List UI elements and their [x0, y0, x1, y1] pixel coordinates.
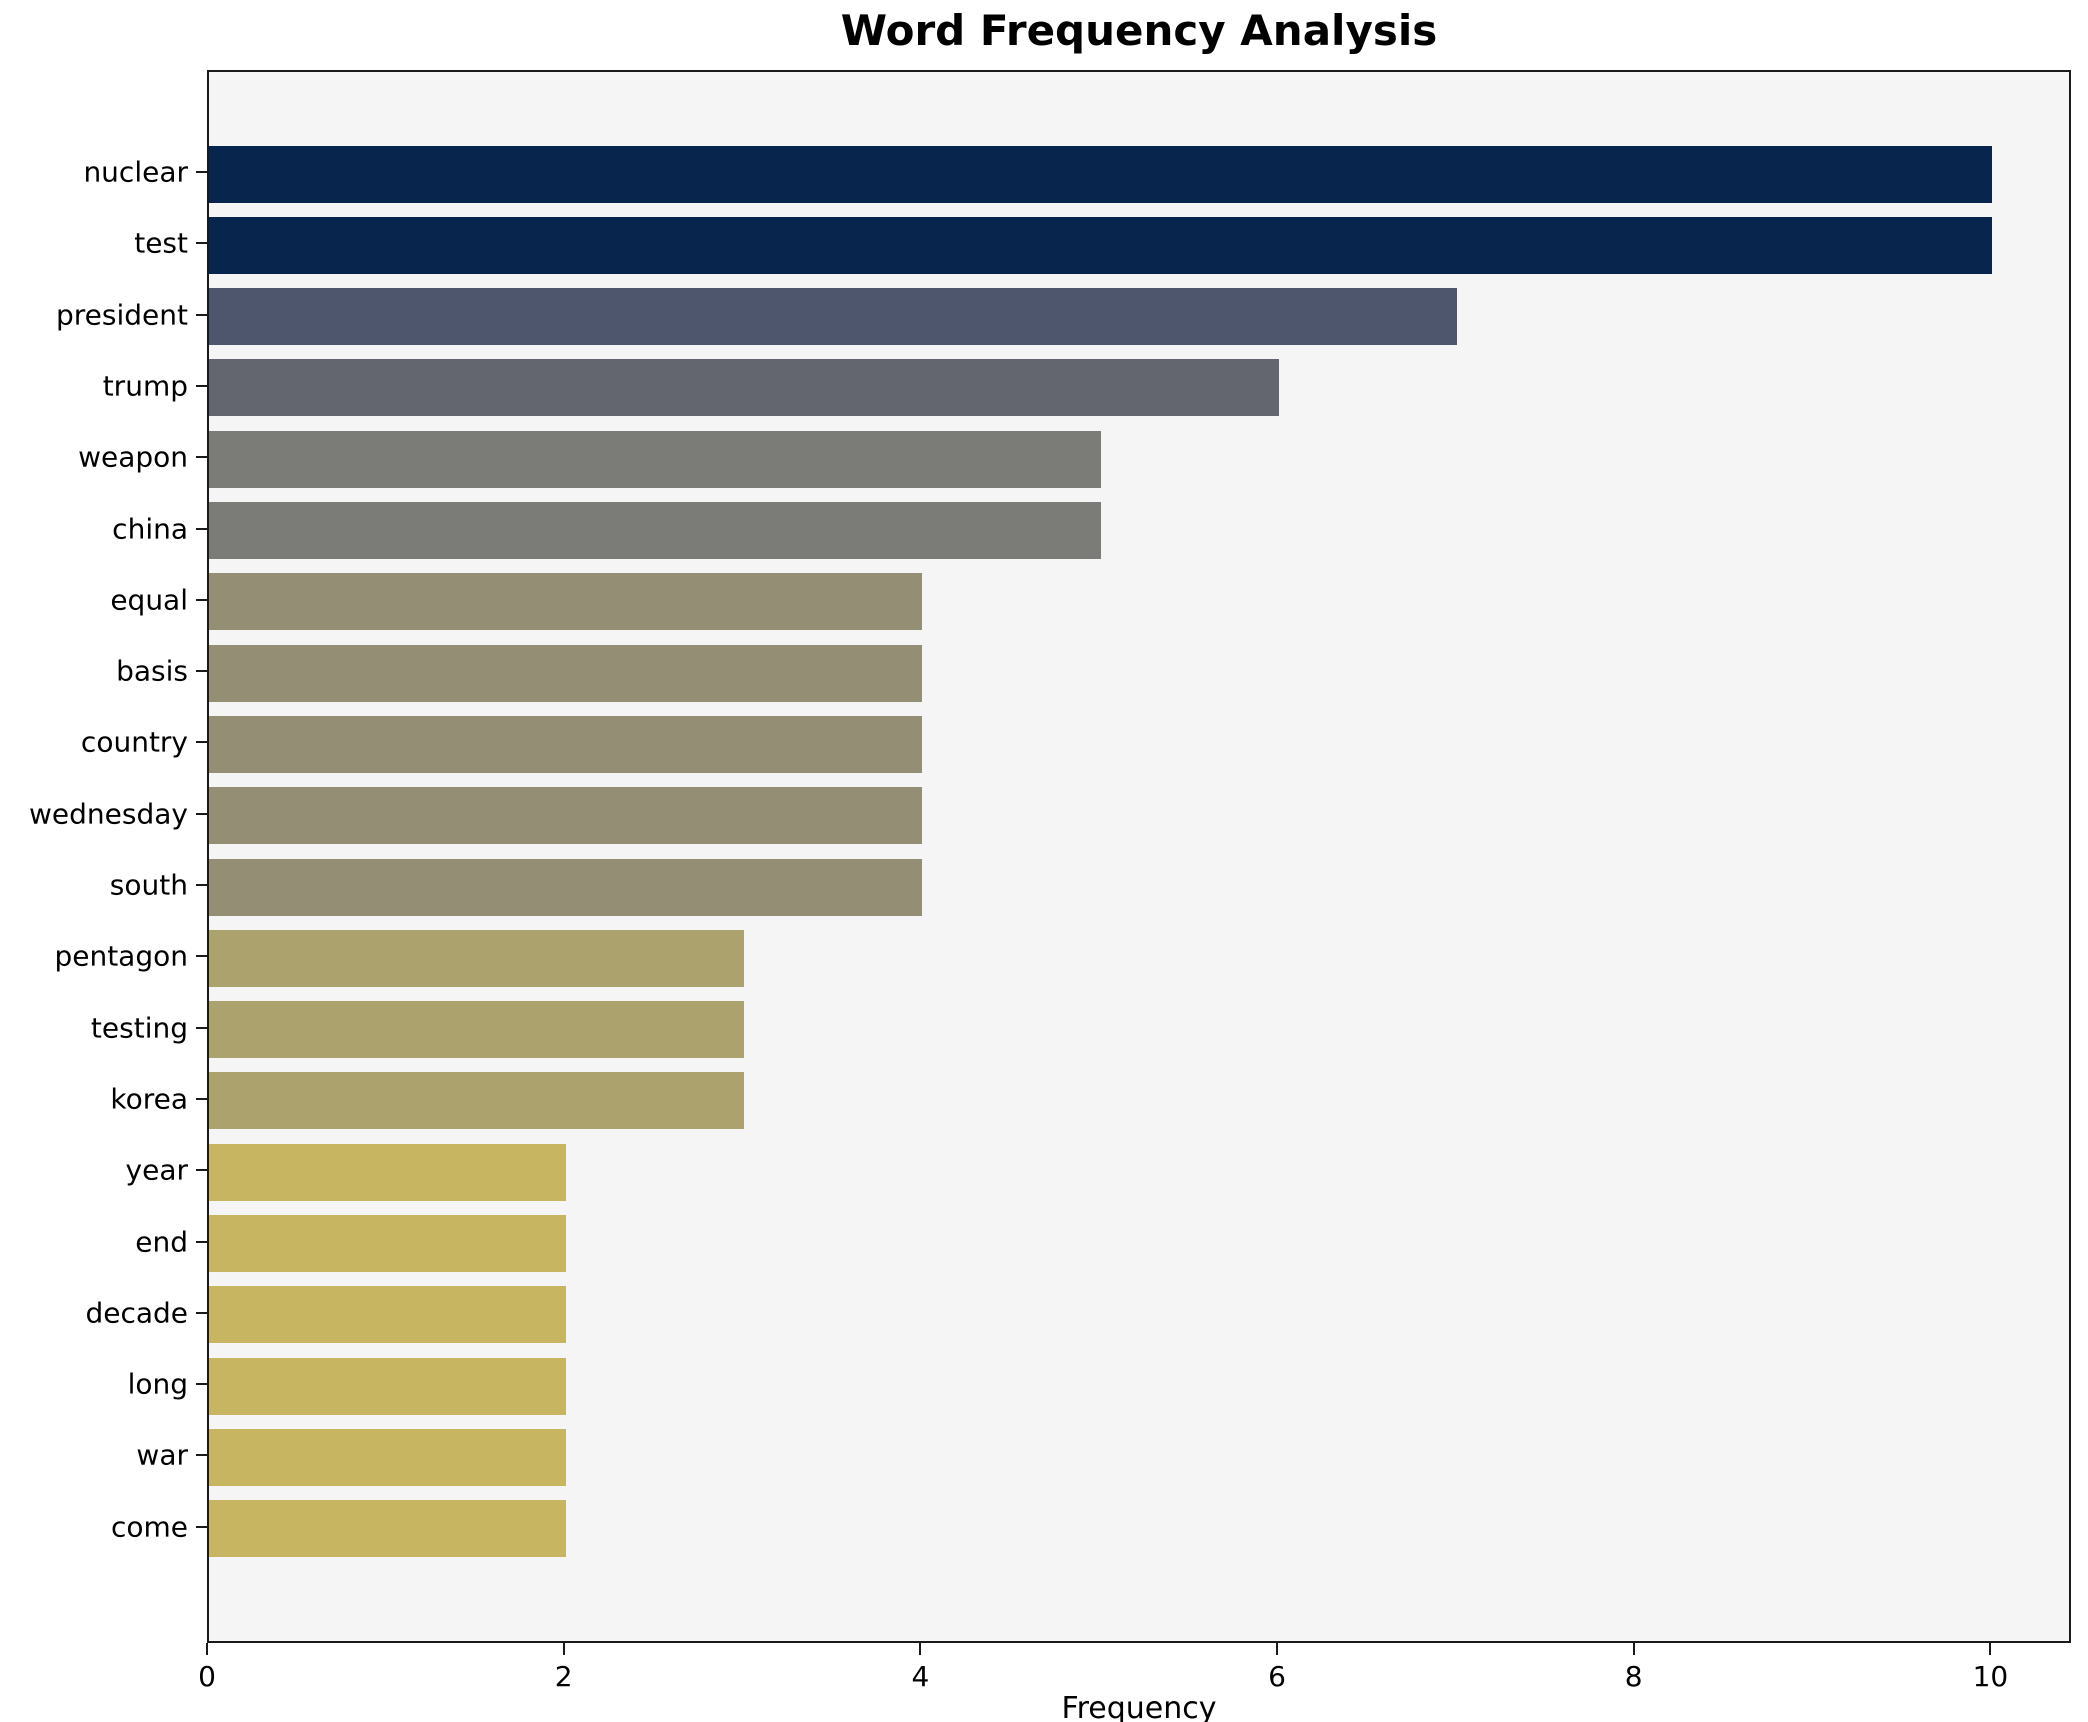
- y-tick-label-south: south: [109, 868, 188, 902]
- bar-weapon: [209, 430, 1101, 488]
- y-tick-label-test: test: [134, 226, 188, 260]
- y-tick-mark: [196, 741, 207, 744]
- y-tick-label-trump: trump: [102, 369, 188, 403]
- bar-pentagon: [209, 929, 745, 987]
- y-tick-mark: [196, 884, 207, 886]
- y-tick-label-wednesday: wednesday: [29, 797, 188, 831]
- y-tick-label-korea: korea: [110, 1082, 188, 1116]
- y-tick-label-president: president: [56, 298, 188, 332]
- x-tick-label-0: 0: [198, 1660, 216, 1693]
- y-tick-label-testing: testing: [90, 1011, 188, 1045]
- bar-war: [209, 1428, 566, 1486]
- bar-korea: [209, 1072, 745, 1130]
- bar-decade: [209, 1286, 566, 1344]
- y-tick-mark: [196, 1454, 207, 1457]
- bar-come: [209, 1500, 566, 1558]
- x-tick-mark: [1989, 1643, 1992, 1655]
- y-tick-label-decade: decade: [85, 1296, 188, 1330]
- x-tick-label-6: 6: [1268, 1660, 1286, 1693]
- y-tick-mark: [196, 456, 207, 459]
- y-tick-mark: [196, 384, 207, 387]
- bar-wednesday: [209, 787, 923, 845]
- bar-test: [209, 216, 1993, 274]
- chart-title: Word Frequency Analysis: [840, 6, 1438, 55]
- bar-year: [209, 1143, 566, 1201]
- y-tick-mark: [196, 1525, 207, 1528]
- y-tick-label-nuclear: nuclear: [83, 155, 188, 189]
- bar-end: [209, 1215, 566, 1272]
- y-tick-mark: [196, 812, 207, 815]
- y-tick-mark: [196, 1169, 207, 1172]
- x-tick-mark: [206, 1643, 208, 1655]
- y-tick-mark: [196, 670, 207, 673]
- y-tick-mark: [196, 527, 207, 530]
- y-tick-mark: [196, 1311, 207, 1314]
- y-tick-mark: [196, 1383, 207, 1386]
- bar-trump: [209, 359, 1280, 417]
- bar-president: [209, 288, 1458, 346]
- y-tick-label-basis: basis: [116, 654, 188, 688]
- x-tick-mark: [919, 1643, 922, 1655]
- y-tick-mark: [196, 242, 207, 245]
- y-tick-label-china: china: [112, 512, 188, 545]
- bar-equal: [209, 573, 923, 631]
- y-tick-label-equal: equal: [110, 583, 188, 617]
- y-tick-label-end: end: [135, 1225, 188, 1258]
- y-tick-mark: [196, 171, 207, 173]
- y-tick-mark: [196, 598, 207, 601]
- bar-south: [209, 858, 923, 916]
- x-tick-label-8: 8: [1624, 1660, 1643, 1693]
- x-tick-mark: [1276, 1643, 1279, 1655]
- bar-nuclear: [209, 145, 1993, 203]
- y-tick-label-war: war: [136, 1438, 188, 1472]
- x-tick-label-4: 4: [911, 1660, 930, 1693]
- y-tick-label-long: long: [127, 1367, 188, 1401]
- x-axis-label: Frequency: [1061, 1691, 1217, 1722]
- y-tick-mark: [196, 1240, 207, 1243]
- y-tick-label-come: come: [110, 1510, 188, 1544]
- y-tick-label-country: country: [80, 725, 188, 759]
- y-tick-mark: [196, 955, 207, 958]
- x-tick-mark: [1632, 1643, 1635, 1655]
- bar-testing: [209, 1001, 745, 1059]
- bar-basis: [209, 644, 923, 702]
- x-tick-label-10: 10: [1972, 1660, 2009, 1693]
- x-tick-mark: [562, 1643, 565, 1655]
- y-tick-mark: [196, 1097, 207, 1100]
- bar-long: [209, 1357, 566, 1415]
- bar-china: [209, 502, 1101, 559]
- y-tick-label-pentagon: pentagon: [54, 939, 188, 973]
- y-tick-mark: [196, 1026, 207, 1029]
- plot-area: [207, 70, 2071, 1643]
- y-tick-mark: [196, 313, 207, 316]
- bar-country: [209, 715, 923, 773]
- y-tick-label-weapon: weapon: [78, 440, 188, 474]
- y-tick-label-year: year: [125, 1153, 188, 1187]
- x-tick-label-2: 2: [554, 1660, 573, 1693]
